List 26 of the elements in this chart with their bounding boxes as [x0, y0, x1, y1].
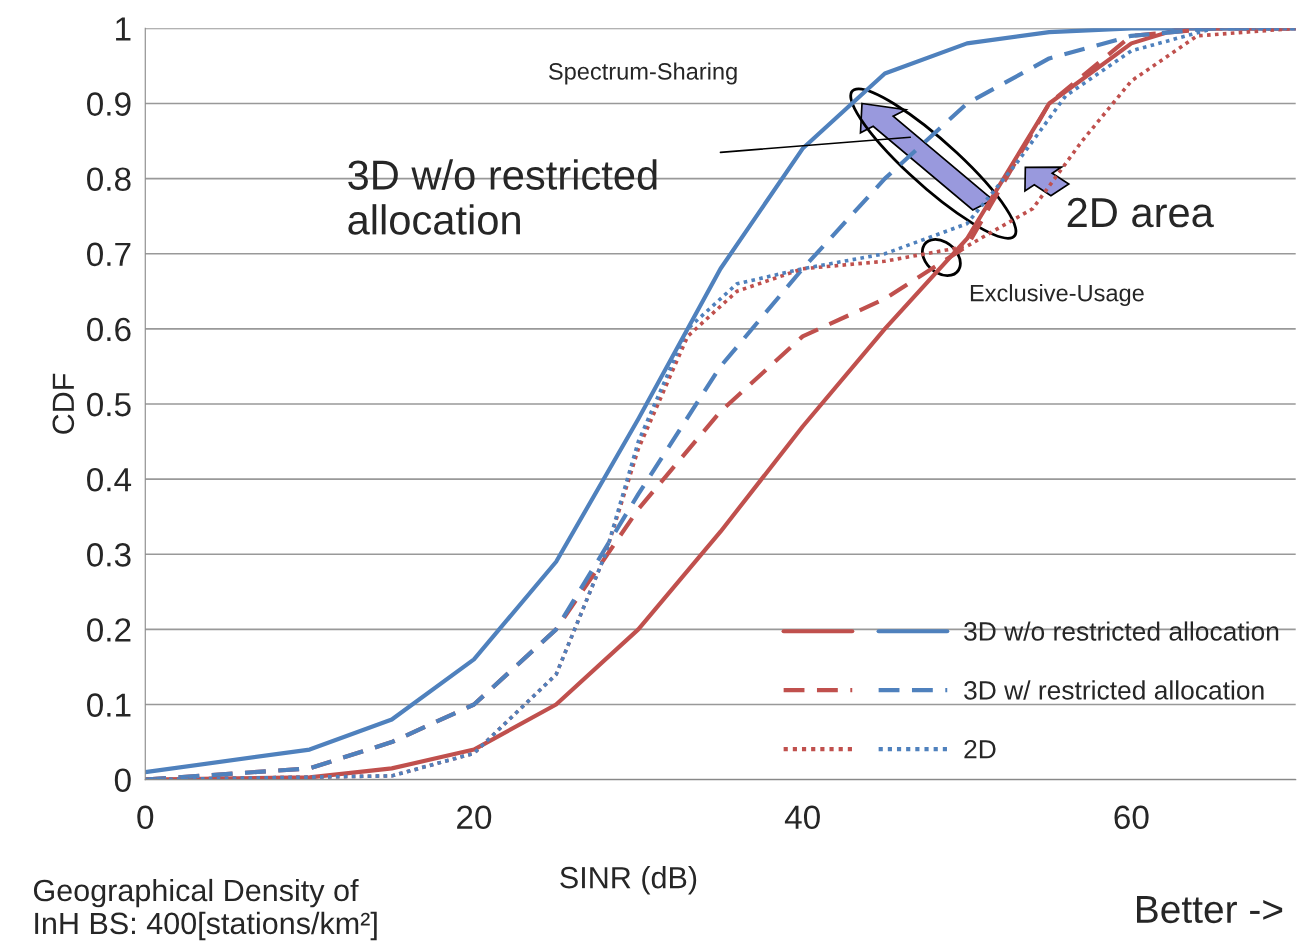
y-tick-label: 0.3	[87, 543, 131, 567]
text: Geographical Density of InH BS: 400[stations/km²]	[33, 878, 377, 941]
x-axis-title: SINR (dB)	[560, 866, 697, 895]
legend-label: 3D w/o restricted allocation	[964, 621, 1279, 641]
y-tick-label: 0.5	[87, 392, 131, 417]
y-tick-label: 0.7	[87, 242, 131, 267]
x-tick-label: 60	[1114, 805, 1149, 830]
y-tick-label: 0.8	[87, 167, 131, 192]
y-axis-title: CDF	[52, 373, 75, 434]
y-tick-label: 0	[114, 768, 131, 793]
y-tick-label: 0.4	[87, 467, 132, 492]
x-tick-label: 0	[137, 805, 154, 830]
annotation: 2D area	[1067, 197, 1214, 228]
legend-label: 2D	[964, 739, 996, 759]
y-tick-label: 0.6	[87, 317, 131, 342]
x-tick-label: 40	[784, 805, 820, 830]
y-tick-label: 0.2	[87, 618, 131, 642]
annotation: Spectrum-Sharing	[548, 62, 737, 85]
y-tick-label: 1	[116, 17, 131, 41]
annotation: 3D w/o restricted allocation	[348, 159, 657, 235]
annotation: Exclusive-Usage	[970, 284, 1144, 307]
legend-label: 3D w/ restricted allocation	[964, 680, 1264, 700]
x-tick-label: 20	[457, 805, 492, 830]
y-tick-label: 0.9	[87, 92, 131, 116]
y-tick-label: 0.1	[87, 693, 131, 717]
text: Better ->	[1137, 896, 1283, 924]
